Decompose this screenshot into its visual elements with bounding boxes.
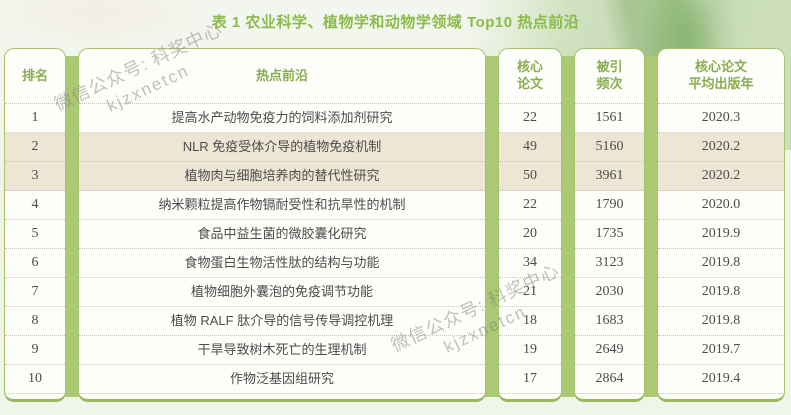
column-header-core-papers: 核心 论文: [499, 49, 561, 104]
core-papers-cell: 18: [499, 307, 561, 336]
citations-cell: 3961: [575, 162, 644, 191]
rank-cell: 10: [5, 365, 65, 394]
avg-year-cell: 2020.3: [658, 104, 784, 133]
topic-cell: 干旱导致树木死亡的生理机制: [79, 336, 485, 365]
column-header-topic: 热点前沿: [79, 49, 485, 104]
topic-cell: 食物蛋白生物活性肽的结构与功能: [79, 249, 485, 278]
rank-cell: 8: [5, 307, 65, 336]
rank-cell: 7: [5, 278, 65, 307]
avg-year-cell: 2019.7: [658, 336, 784, 365]
citations-cell: 2030: [575, 278, 644, 307]
avg-year-cell: 2020.2: [658, 133, 784, 162]
core-papers-cell: 34: [499, 249, 561, 278]
citations-cell: 2864: [575, 365, 644, 394]
core-papers-cell: 22: [499, 104, 561, 133]
avg-year-cell: 2019.8: [658, 249, 784, 278]
core-papers-cell: 19: [499, 336, 561, 365]
core-papers-cell: 17: [499, 365, 561, 394]
citations-cell: 5160: [575, 133, 644, 162]
rank-cell: 2: [5, 133, 65, 162]
citations-cell: 1735: [575, 220, 644, 249]
citations-cell: 1561: [575, 104, 644, 133]
citations-cell: 3123: [575, 249, 644, 278]
topic-cell: 纳米颗粒提高作物镉耐受性和抗旱性的机制: [79, 191, 485, 220]
topic-cell: 作物泛基因组研究: [79, 365, 485, 394]
core-papers-cell: 20: [499, 220, 561, 249]
column-citations: 被引 频次 1561 5160 3961 1790 1735 3123 2030 1683 264…: [574, 48, 645, 402]
column-header-avg-year: 核心论文 平均出版年: [658, 49, 784, 104]
core-papers-cell: 49: [499, 133, 561, 162]
topic-cell: 食品中益生菌的微胶囊化研究: [79, 220, 485, 249]
page-title: 表 1 农业科学、植物学和动物学领域 Top10 热点前沿: [211, 14, 580, 31]
avg-year-cell: 2020.2: [658, 162, 784, 191]
topic-cell: 植物 RALF 肽介导的信号传导调控机理: [79, 307, 485, 336]
column-rank: 排名 1 2 3 4 5 6 7 8 9 10: [4, 48, 66, 402]
topic-cell: 植物肉与细胞培养肉的替代性研究: [79, 162, 485, 191]
rank-cell: 1: [5, 104, 65, 133]
avg-year-cell: 2019.9: [658, 220, 784, 249]
core-papers-cell: 21: [499, 278, 561, 307]
topic-cell: 提高水产动物免疫力的饲料添加剂研究: [79, 104, 485, 133]
topic-cell: 植物细胞外囊泡的免疫调节功能: [79, 278, 485, 307]
rank-cell: 9: [5, 336, 65, 365]
citations-cell: 1790: [575, 191, 644, 220]
citations-cell: 2649: [575, 336, 644, 365]
column-avg-year: 核心论文 平均出版年 2020.3 2020.2 2020.2 2020.0 2019.9…: [657, 48, 785, 402]
rank-cell: 3: [5, 162, 65, 191]
avg-year-cell: 2019.4: [658, 365, 784, 394]
citations-cell: 1683: [575, 307, 644, 336]
top10-table: 排名 1 2 3 4 5 6 7 8 9 10 热点前沿 提高水产动物免疫力的饲料添加剂研究 NLR…: [4, 48, 785, 402]
avg-year-cell: 2020.0: [658, 191, 784, 220]
avg-year-cell: 2019.8: [658, 278, 784, 307]
core-papers-cell: 50: [499, 162, 561, 191]
column-core-papers: 核心 论文 22 49 50 22 20 34 21 18 19 17: [498, 48, 562, 402]
topic-cell: NLR 免疫受体介导的植物免疫机制: [79, 133, 485, 162]
column-header-citations: 被引 频次: [575, 49, 644, 104]
rank-cell: 6: [5, 249, 65, 278]
column-topic: 热点前沿 提高水产动物免疫力的饲料添加剂研究 NLR 免疫受体介导的植物免疫机制植…: [78, 48, 486, 402]
avg-year-cell: 2019.8: [658, 307, 784, 336]
rank-cell: 4: [5, 191, 65, 220]
column-header-rank: 排名: [5, 49, 65, 104]
core-papers-cell: 22: [499, 191, 561, 220]
rank-cell: 5: [5, 220, 65, 249]
